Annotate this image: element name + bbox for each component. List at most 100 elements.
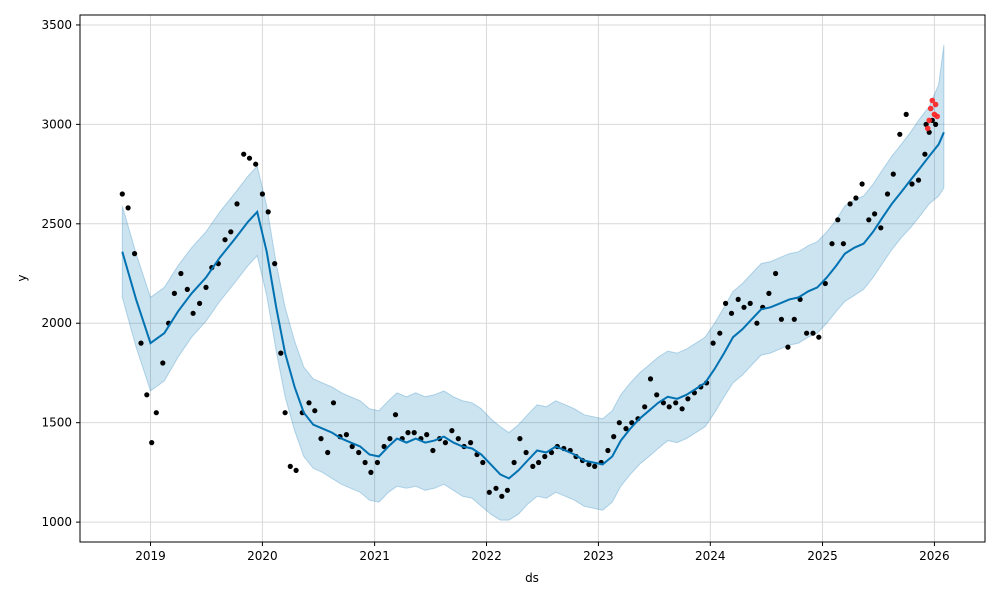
observed-point — [381, 443, 387, 450]
observed-point — [810, 330, 816, 336]
uncertainty-band — [121, 44, 945, 521]
observed-point — [325, 449, 331, 456]
observed-point — [822, 280, 828, 287]
observed-point — [480, 459, 486, 466]
x-tick-label: 2024 — [695, 549, 726, 563]
observed-point — [138, 340, 144, 346]
observed-point — [362, 459, 368, 466]
observed-point — [647, 376, 654, 382]
observed-point — [766, 290, 772, 296]
observed-point — [723, 300, 729, 306]
observed-point — [287, 463, 293, 469]
observed-point — [933, 121, 939, 127]
observed-point — [666, 404, 672, 410]
observed-point — [178, 270, 184, 277]
observed-point — [468, 440, 474, 446]
observed-point — [499, 493, 505, 499]
observed-point — [536, 459, 542, 466]
observed-point — [728, 310, 735, 316]
observed-point — [747, 300, 753, 306]
observed-point — [717, 330, 723, 336]
observed-point — [455, 436, 461, 442]
observed-point — [829, 241, 835, 247]
forecast-line-layer — [121, 131, 945, 480]
observed-point — [922, 151, 928, 157]
observed-point — [312, 408, 318, 414]
observed-point — [642, 404, 648, 410]
observed-point — [184, 286, 190, 292]
observed-point — [228, 229, 234, 235]
recent-point — [932, 101, 939, 108]
y-axis-ticks: 1000 1500 2000 2500 3000 3500 — [41, 18, 80, 529]
observed-point — [840, 241, 847, 247]
observed-point — [586, 461, 592, 467]
observed-point — [679, 406, 685, 412]
observed-point — [878, 225, 884, 231]
observed-point — [374, 459, 380, 466]
forecast-line — [121, 131, 945, 480]
observed-point — [293, 467, 299, 473]
recent-point — [929, 97, 936, 104]
observed-point — [449, 428, 455, 434]
observed-point — [442, 440, 448, 446]
observed-point — [504, 487, 510, 493]
observed-point — [785, 344, 791, 350]
x-tick-label: 2025 — [807, 549, 838, 563]
recent-point — [924, 125, 931, 132]
observed-point — [282, 410, 288, 416]
observed-point — [685, 396, 691, 402]
observed-point — [530, 463, 536, 469]
observed-point — [160, 360, 166, 366]
observed-point — [816, 334, 822, 340]
recent-point — [934, 113, 940, 120]
observed-point — [149, 440, 155, 446]
observed-point — [754, 320, 760, 326]
observed-point — [246, 155, 253, 161]
y-axis-label: y — [15, 274, 29, 281]
uncertainty-band-layer — [121, 44, 945, 521]
observed-point — [853, 195, 859, 201]
observed-point — [265, 209, 271, 215]
observed-point — [241, 151, 247, 157]
observed-point — [222, 237, 228, 243]
observed-point — [616, 420, 622, 426]
observed-point — [605, 447, 611, 454]
observed-point — [909, 181, 915, 187]
observed-point — [897, 131, 903, 137]
observed-point — [197, 300, 203, 306]
observed-point — [835, 217, 841, 223]
observed-point — [778, 316, 785, 322]
plot-frame — [79, 14, 986, 543]
recent-point — [926, 117, 932, 124]
observed-point — [405, 430, 411, 436]
observed-point — [424, 432, 430, 438]
observed-point — [890, 171, 896, 177]
observed-point — [349, 443, 355, 450]
observed-point — [884, 191, 891, 197]
observed-point — [523, 449, 529, 456]
observed-point — [872, 211, 878, 217]
observed-point — [611, 434, 617, 440]
observed-point — [132, 251, 138, 257]
observed-point — [343, 432, 349, 438]
x-tick-label: 2023 — [583, 549, 614, 563]
observed-point — [791, 316, 797, 322]
observed-point — [592, 463, 598, 469]
x-tick-label: 2026 — [919, 549, 950, 563]
y-tick-label: 3500 — [41, 18, 72, 32]
observed-point — [203, 284, 209, 290]
observed-point — [272, 261, 278, 267]
observed-point — [125, 205, 131, 211]
observed-point — [741, 304, 747, 310]
observed-point — [915, 177, 922, 183]
observed-points-layer — [119, 111, 939, 499]
observed-point — [153, 410, 159, 416]
x-axis-ticks: 2019 2020 2021 2022 2023 2024 2025 2026 — [135, 542, 950, 563]
y-tick-label: 2000 — [41, 316, 72, 330]
observed-point — [259, 191, 265, 197]
observed-point — [542, 453, 548, 460]
recent-points-layer — [924, 97, 940, 132]
observed-point — [368, 469, 374, 475]
